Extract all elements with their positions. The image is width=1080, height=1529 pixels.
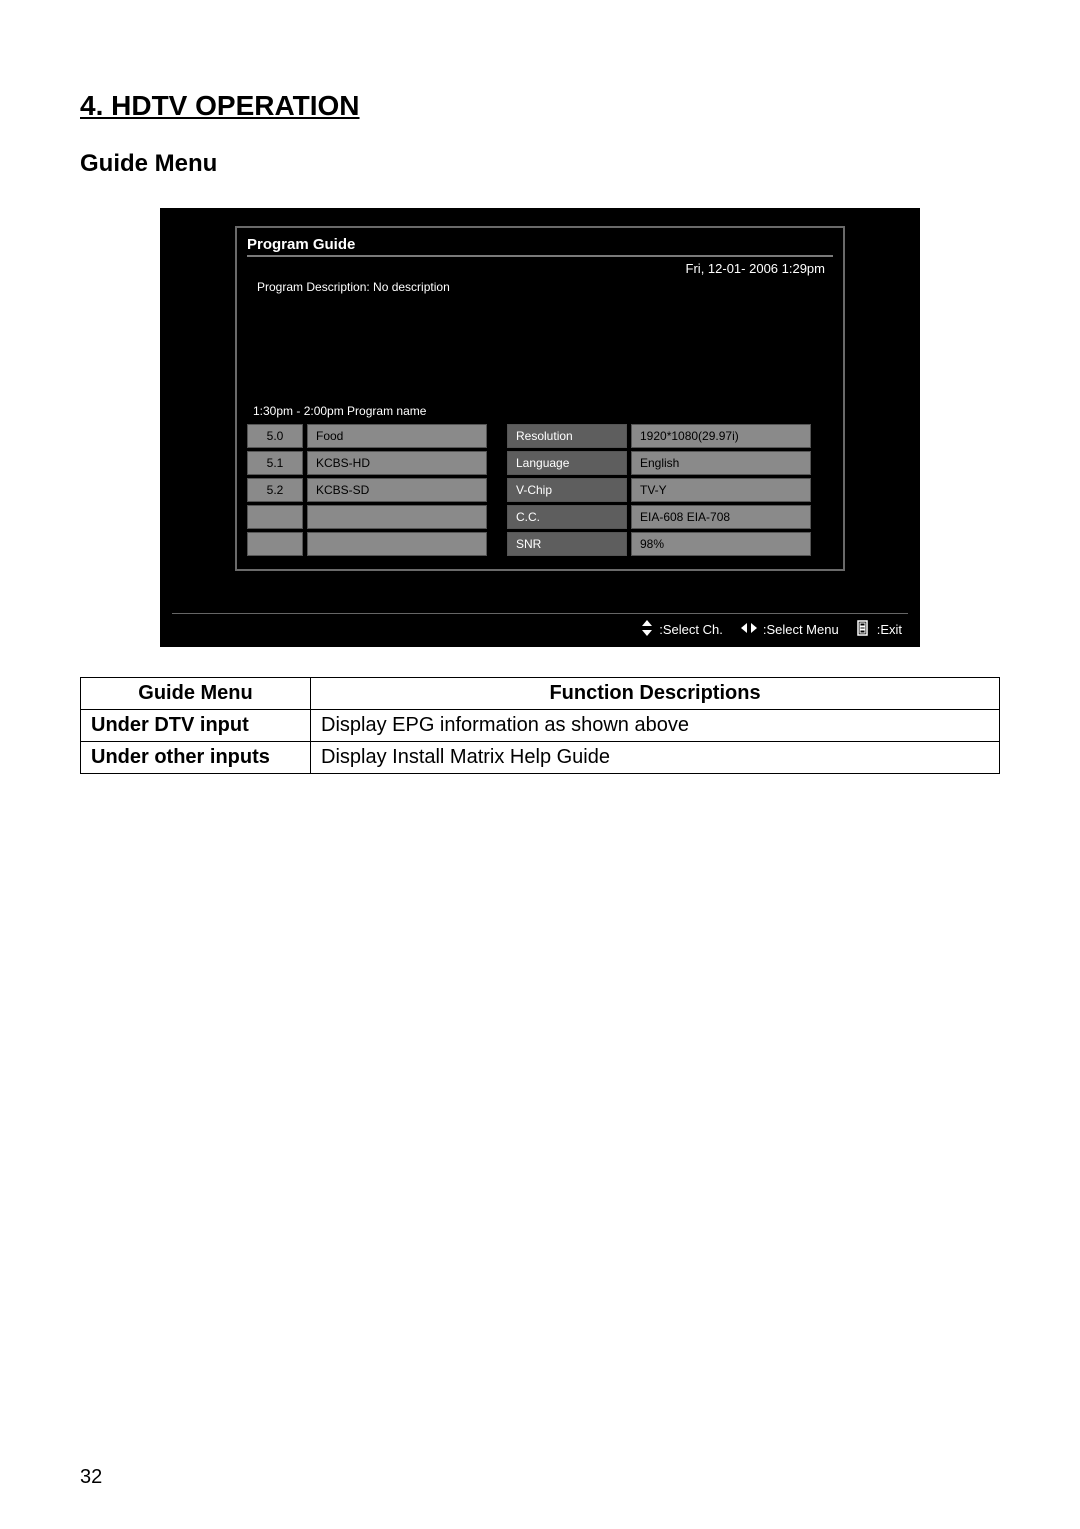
info-key: V-Chip (507, 478, 627, 502)
channel-number[interactable]: 5.0 (247, 424, 303, 448)
channel-name[interactable] (307, 532, 487, 556)
channel-number[interactable]: 5.2 (247, 478, 303, 502)
info-key: SNR (507, 532, 627, 556)
subtitle: Guide Menu (80, 150, 1000, 178)
left-right-icon (741, 622, 757, 637)
table-header-left: Guide Menu (81, 678, 311, 710)
select-ch-label: :Select Ch. (659, 622, 723, 637)
exit-icon (857, 620, 871, 639)
datetime: Fri, 12-01- 2006 1:29pm (247, 261, 833, 276)
page-number: 32 (80, 1466, 102, 1489)
guide-grid: 5.0 Food Resolution 1920*1080(29.97i) 5.… (247, 424, 833, 556)
channel-name[interactable]: Food (307, 424, 487, 448)
info-key: C.C. (507, 505, 627, 529)
select-channel-hint: :Select Ch. (641, 620, 723, 639)
table-row: Under other inputs Display Install Matri… (81, 742, 1000, 774)
info-value: English (631, 451, 811, 475)
description-table: Guide Menu Function Descriptions Under D… (80, 677, 1000, 774)
program-time: 1:30pm - 2:00pm Program name (247, 404, 833, 418)
select-menu-label: :Select Menu (763, 622, 839, 637)
info-value: EIA-608 EIA-708 (631, 505, 811, 529)
channel-number[interactable] (247, 532, 303, 556)
tv-screen: Program Guide Fri, 12-01- 2006 1:29pm Pr… (160, 208, 920, 647)
channel-number[interactable]: 5.1 (247, 451, 303, 475)
info-key: Resolution (507, 424, 627, 448)
exit-hint: :Exit (857, 620, 902, 639)
program-description: Program Description: No description (247, 280, 833, 294)
channel-name[interactable]: KCBS-HD (307, 451, 487, 475)
row-label: Under other inputs (81, 742, 311, 774)
info-value: 98% (631, 532, 811, 556)
row-desc: Display Install Matrix Help Guide (311, 742, 1000, 774)
channel-name[interactable] (307, 505, 487, 529)
row-label: Under DTV input (81, 710, 311, 742)
info-key: Language (507, 451, 627, 475)
up-down-icon (641, 620, 653, 639)
info-value: TV-Y (631, 478, 811, 502)
section-title: 4. HDTV OPERATION (80, 90, 1000, 122)
table-header-right: Function Descriptions (311, 678, 1000, 710)
info-value: 1920*1080(29.97i) (631, 424, 811, 448)
table-row: Under DTV input Display EPG information … (81, 710, 1000, 742)
select-menu-hint: :Select Menu (741, 622, 839, 637)
program-guide-title: Program Guide (247, 236, 833, 253)
row-desc: Display EPG information as shown above (311, 710, 1000, 742)
divider (247, 255, 833, 257)
program-guide-box: Program Guide Fri, 12-01- 2006 1:29pm Pr… (235, 226, 845, 571)
exit-label: :Exit (877, 622, 902, 637)
channel-name[interactable]: KCBS-SD (307, 478, 487, 502)
footer-bar: :Select Ch. :Select Menu :Exit (172, 613, 908, 641)
channel-number[interactable] (247, 505, 303, 529)
